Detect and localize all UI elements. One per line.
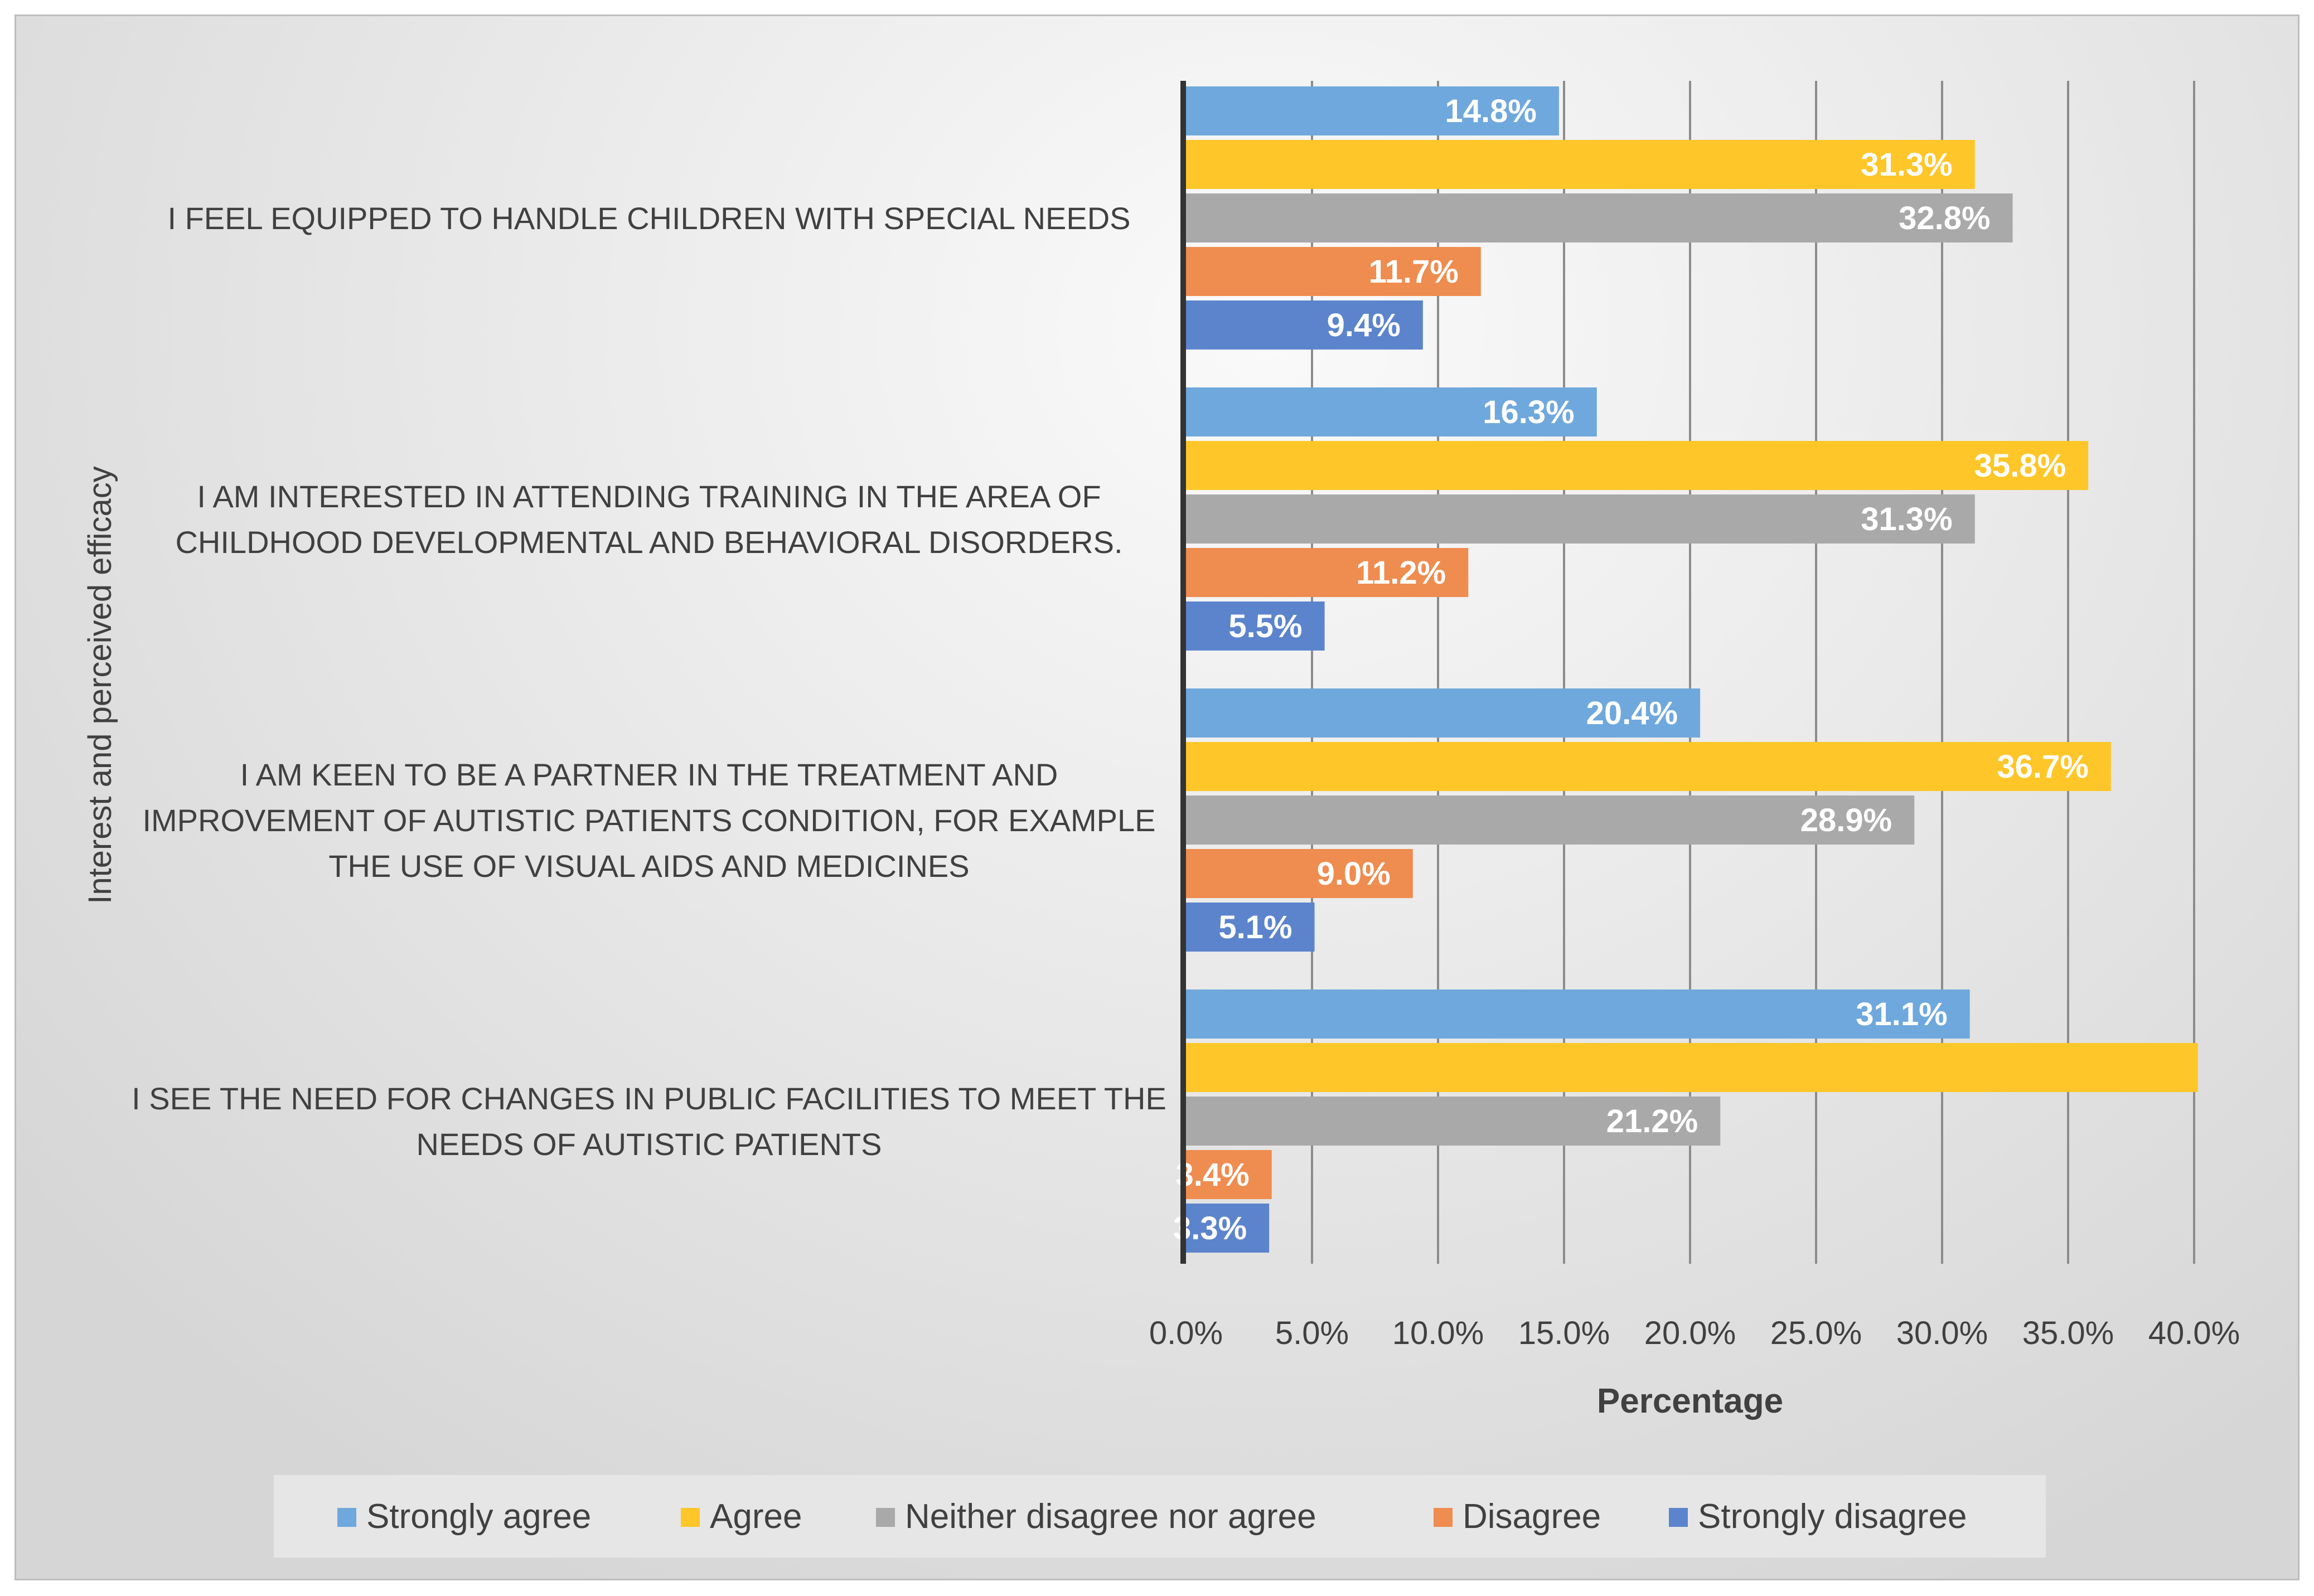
legend-label: Agree bbox=[710, 1497, 802, 1536]
data-label: 20.4% bbox=[1586, 695, 1678, 731]
bar bbox=[1186, 548, 1469, 597]
bar bbox=[1186, 601, 1325, 651]
data-label: 5.5% bbox=[1228, 608, 1302, 644]
x-axis-title: Percentage bbox=[1597, 1382, 1783, 1420]
bar bbox=[1186, 989, 1970, 1039]
category-label: I FEEL EQUIPPED TO HANDLE CHILDREN WITH … bbox=[167, 201, 1130, 236]
data-label: 35.8% bbox=[1974, 448, 2066, 484]
bar bbox=[1186, 247, 1481, 296]
data-label: 31.1% bbox=[1856, 996, 1947, 1032]
x-tick-label: 25.0% bbox=[1770, 1315, 1862, 1351]
data-label: 3.4% bbox=[1175, 1157, 1249, 1193]
data-labels: 14.8% 31.3% 32.8% 11.7% 9.4% 16.3% 35.8% 31.3% 1… bbox=[1173, 93, 2089, 1246]
bar bbox=[1186, 688, 1701, 738]
category-labels: I FEEL EQUIPPED TO HANDLE CHILDREN WITH … bbox=[132, 201, 1166, 1162]
legend-swatch bbox=[1669, 1508, 1688, 1527]
data-label: 14.8% bbox=[1445, 93, 1536, 129]
x-tick-label: 35.0% bbox=[2022, 1315, 2114, 1351]
bar bbox=[1186, 300, 1423, 350]
data-label: 11.7% bbox=[1369, 254, 1459, 290]
bar bbox=[1186, 86, 1559, 135]
x-tick-label: 5.0% bbox=[1275, 1315, 1349, 1351]
bar bbox=[1186, 441, 2089, 490]
bar bbox=[1186, 1150, 1272, 1199]
legend-swatch bbox=[681, 1508, 700, 1527]
data-label: 9.4% bbox=[1327, 307, 1401, 343]
x-tick-label: 40.0% bbox=[2148, 1315, 2240, 1351]
data-label: 32.8% bbox=[1899, 200, 1990, 236]
bar bbox=[1186, 494, 1975, 544]
data-label: 31.3% bbox=[1861, 501, 1952, 537]
category-label: IMPROVEMENT OF AUTISTIC PATIENTS CONDITI… bbox=[142, 803, 1155, 838]
data-label: 11.2% bbox=[1356, 555, 1446, 591]
bar-chart: 14.8% 31.3% 32.8% 11.7% 9.4% 16.3% 35.8% 31.3% 1… bbox=[82, 81, 2240, 1558]
bar bbox=[1186, 1204, 1270, 1253]
x-tick-label: 20.0% bbox=[1644, 1315, 1736, 1351]
data-label: 16.3% bbox=[1483, 394, 1574, 430]
x-tick-label: 15.0% bbox=[1518, 1315, 1610, 1351]
bar bbox=[1186, 903, 1315, 952]
legend-swatch bbox=[337, 1508, 356, 1527]
bar bbox=[1186, 387, 1597, 436]
category-label: CHILDHOOD DEVELOPMENTAL AND BEHAVIORAL D… bbox=[175, 525, 1122, 560]
bar bbox=[1186, 742, 2111, 791]
data-label: 31.3% bbox=[1861, 147, 1952, 183]
bar bbox=[1186, 795, 1915, 845]
category-label: I AM KEEN TO BE A PARTNER IN THE TREATME… bbox=[240, 757, 1058, 792]
legend-swatch bbox=[876, 1508, 895, 1527]
bars bbox=[1186, 86, 2198, 1253]
bar bbox=[1186, 849, 1413, 898]
data-label: 5.1% bbox=[1218, 909, 1292, 945]
x-tick-label: 0.0% bbox=[1149, 1315, 1223, 1351]
x-tick-label: 30.0% bbox=[1896, 1315, 1988, 1351]
bar bbox=[1186, 1097, 1721, 1146]
legend-label: Strongly agree bbox=[366, 1497, 591, 1536]
chart-container: 14.8% 31.3% 32.8% 11.7% 9.4% 16.3% 35.8% 31.3% 1… bbox=[14, 14, 2300, 1580]
category-label: I AM INTERESTED IN ATTENDING TRAINING IN… bbox=[197, 479, 1101, 514]
legend-background bbox=[274, 1475, 2046, 1558]
legend: Strongly agree Agree Neither disagree nor … bbox=[274, 1475, 2046, 1558]
y-axis-title: Interest and perceived efficacy bbox=[82, 466, 118, 904]
bar bbox=[1186, 1043, 2198, 1092]
bar bbox=[1186, 193, 2013, 242]
legend-label: Strongly disagree bbox=[1698, 1497, 1967, 1536]
category-label: I SEE THE NEED FOR CHANGES IN PUBLIC FAC… bbox=[132, 1081, 1166, 1116]
legend-label: Disagree bbox=[1463, 1497, 1601, 1536]
x-tick-labels: 0.0% 5.0% 10.0% 15.0% 20.0% 25.0% 30.0% 35.0% 40… bbox=[1149, 1315, 2240, 1351]
data-label: 36.7% bbox=[1997, 749, 2088, 785]
data-label: 28.9% bbox=[1800, 802, 1892, 838]
data-label: 9.0% bbox=[1317, 856, 1391, 892]
category-label: THE USE OF VISUAL AIDS AND MEDICINES bbox=[328, 848, 969, 884]
legend-swatch bbox=[1434, 1508, 1453, 1527]
x-tick-label: 10.0% bbox=[1392, 1315, 1484, 1351]
category-label: NEEDS OF AUTISTIC PATIENTS bbox=[417, 1127, 882, 1162]
legend-label: Neither disagree nor agree bbox=[905, 1497, 1316, 1536]
data-label: 21.2% bbox=[1606, 1103, 1698, 1139]
y-axis-line bbox=[1180, 81, 1186, 1264]
bar bbox=[1186, 140, 1975, 189]
